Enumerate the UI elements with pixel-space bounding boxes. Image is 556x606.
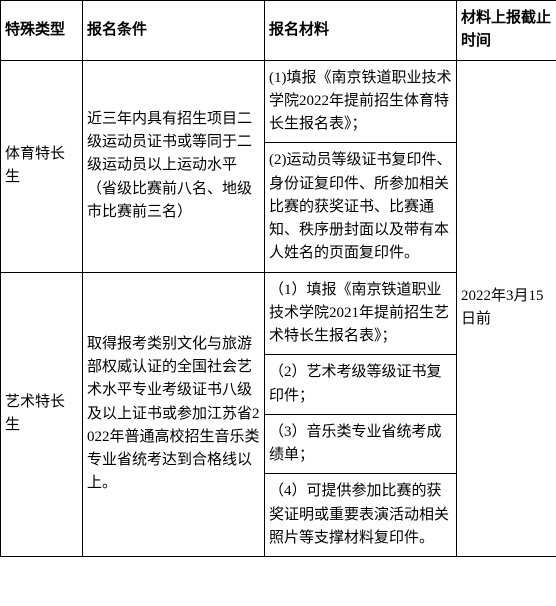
cell-material-sports-2: (2)运动员等级证书复印件、身份证复印件、所参加相关比赛的获奖证书、比赛通知、秩… [265, 143, 457, 272]
cell-deadline: 2022年3月15日前 [457, 60, 556, 557]
table-header-row: 特殊类型 报名条件 报名材料 材料上报截止时间 [1, 1, 556, 61]
header-material: 报名材料 [265, 1, 457, 61]
header-deadline: 材料上报截止时间 [457, 1, 556, 61]
table-row: 体育特长生 近三年内具有招生项目二级运动员证书或等同于二级运动员以上运动水平（省… [1, 60, 556, 143]
cell-material-arts-2: （2）艺术考级等级证书复印件； [265, 355, 457, 415]
cell-type-sports: 体育特长生 [1, 60, 83, 272]
cell-condition-arts: 取得报考类别文化与旅游部权威认证的全国社会艺术水平专业考级证书八级及以上证书或参… [83, 272, 265, 557]
cell-condition-sports: 近三年内具有招生项目二级运动员证书或等同于二级运动员以上运动水平（省级比赛前八名… [83, 60, 265, 272]
cell-type-arts: 艺术特长生 [1, 272, 83, 557]
header-special-type: 特殊类型 [1, 1, 83, 61]
policy-table: 特殊类型 报名条件 报名材料 材料上报截止时间 体育特长生 近三年内具有招生项目… [0, 0, 556, 557]
header-condition: 报名条件 [83, 1, 265, 61]
cell-material-arts-3: （3）音乐类专业省统考成绩单； [265, 414, 457, 474]
cell-material-sports-1: (1)填报《南京铁道职业技术学院2022年提前招生体育特长生报名表》； [265, 60, 457, 143]
cell-material-arts-1: （1）填报《南京铁道职业技术学院2021年提前招生艺术特长生报名表》； [265, 272, 457, 355]
cell-material-arts-4: （4）可提供参加比赛的获奖证明或重要表演活动相关照片等支撑材料复印件。 [265, 474, 457, 557]
